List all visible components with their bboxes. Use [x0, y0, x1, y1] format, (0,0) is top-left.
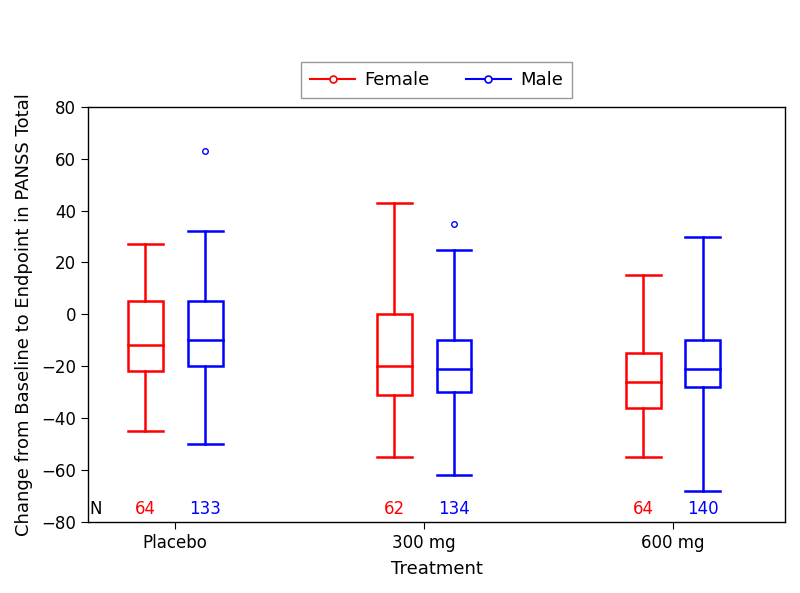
Bar [437, 340, 471, 392]
Bar [686, 340, 720, 387]
Bar [626, 353, 661, 408]
Y-axis label: Change from Baseline to Endpoint in PANSS Total: Change from Baseline to Endpoint in PANS… [15, 93, 33, 536]
Text: 64: 64 [633, 500, 654, 518]
Bar [128, 301, 163, 371]
Text: 140: 140 [687, 500, 718, 518]
Text: 62: 62 [384, 500, 405, 518]
Text: N: N [90, 500, 102, 518]
Legend: Female, Male: Female, Male [302, 62, 572, 98]
X-axis label: Treatment: Treatment [390, 560, 482, 578]
Bar [377, 314, 412, 395]
Bar [188, 301, 222, 366]
Text: 133: 133 [189, 500, 221, 518]
Text: 134: 134 [438, 500, 470, 518]
Text: 64: 64 [135, 500, 156, 518]
